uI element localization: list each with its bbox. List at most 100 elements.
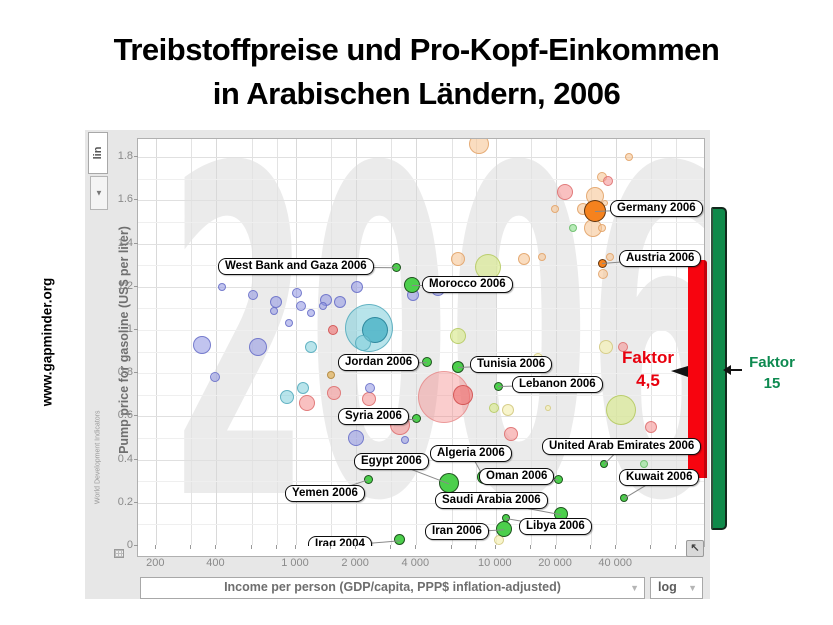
bubble-pink[interactable] [644, 421, 657, 434]
x-tick-mark [294, 545, 296, 549]
gridline-horizontal [138, 329, 704, 331]
bubble-blue[interactable] [218, 282, 227, 291]
bubble-tan[interactable] [327, 371, 336, 380]
country-bubble-iran-2006[interactable] [496, 520, 513, 537]
bubble-blue[interactable] [248, 290, 259, 301]
country-bubble-yemen-2006[interactable] [363, 474, 373, 484]
gridline-horizontal [138, 157, 704, 159]
y-tick-mark [134, 199, 138, 201]
bubble-peach[interactable] [468, 139, 489, 155]
country-bubble-iraq-2004[interactable] [394, 534, 406, 546]
y-axis-dropdown-button[interactable]: ▼ [90, 176, 108, 210]
country-label[interactable]: Germany 2006 [610, 200, 703, 217]
bubble-teal[interactable] [296, 382, 309, 395]
bubble-blue[interactable] [285, 319, 294, 328]
country-label[interactable]: Jordan 2006 [338, 354, 420, 371]
x-tick-mark [355, 545, 357, 549]
bubble-blue[interactable] [295, 301, 306, 312]
bubble-blue[interactable] [319, 302, 328, 311]
bubble-peach[interactable] [606, 252, 615, 261]
gridline-vertical-major [556, 139, 558, 546]
bubble-peach[interactable] [517, 252, 530, 265]
x-tick-mark [275, 545, 277, 549]
bubble-pink[interactable] [617, 342, 628, 353]
country-label[interactable]: Libya 2006 [519, 518, 592, 535]
bubble-teal[interactable] [280, 389, 295, 404]
y-tick-mark [134, 285, 138, 287]
bubble-blue[interactable] [307, 308, 316, 317]
x-axis-title: Income per person (GDP/capita, PPP$ infl… [224, 580, 561, 594]
country-label[interactable]: Austria 2006 [619, 250, 702, 267]
country-label[interactable]: Oman 2006 [479, 468, 555, 485]
country-label[interactable]: Kuwait 2006 [619, 469, 700, 486]
bubble-lightgreen[interactable] [639, 459, 648, 468]
bubble-yellowGreen[interactable] [488, 402, 499, 413]
bubble-blue[interactable] [249, 338, 268, 357]
gridline-vertical-major [295, 139, 297, 546]
plot-area[interactable]: 2006 Germany 2006 Austria 2006 West Bank a… [137, 138, 705, 547]
x-axis-title-dropdown[interactable]: Income per person (GDP/capita, PPP$ infl… [140, 577, 645, 599]
bubble-blue[interactable] [270, 306, 279, 315]
bubble-pink[interactable] [327, 385, 342, 400]
y-tick-label: 0.4 [117, 452, 133, 465]
resize-icon[interactable]: ↖ [686, 540, 704, 557]
country-label[interactable]: Morocco 2006 [422, 276, 513, 293]
bubble-yellowGreen[interactable] [606, 394, 637, 425]
bubble-blue[interactable] [333, 295, 346, 308]
gridline-horizontal [138, 221, 704, 223]
bubble-blue[interactable] [348, 429, 365, 446]
bubble-teal[interactable] [305, 341, 318, 354]
bubble-teal[interactable] [355, 334, 372, 351]
country-label[interactable]: Egypt 2006 [354, 453, 429, 470]
y-scale-selector[interactable]: lin [88, 132, 108, 174]
gridline-horizontal [138, 373, 704, 375]
bubble-pink[interactable] [299, 395, 316, 412]
chevron-down-icon: ▼ [688, 583, 697, 593]
country-label[interactable]: Algeria 2006 [430, 445, 512, 462]
factor-4-5-label: Faktor 4,5 [622, 348, 674, 390]
bubble-pink[interactable] [603, 175, 613, 186]
country-label[interactable]: Syria 2006 [338, 408, 409, 425]
x-scale-dropdown[interactable]: log ▼ [650, 577, 703, 599]
gridline-horizontal [138, 308, 704, 310]
bubble-blue[interactable] [193, 336, 212, 355]
x-tick-mark [650, 545, 652, 549]
x-tick-label: 200 [146, 557, 165, 569]
bubble-red[interactable] [453, 384, 474, 405]
page-title-line2: in Arabischen Ländern, 2006 [212, 76, 621, 111]
country-label[interactable]: Iraq 2004 [308, 536, 372, 546]
country-label[interactable]: Saudi Arabia 2006 [435, 492, 548, 509]
country-label[interactable]: West Bank and Gaza 2006 [218, 258, 374, 275]
x-tick-mark [615, 545, 617, 549]
bubble-blue[interactable] [292, 288, 303, 299]
bubble-paleYellow[interactable] [502, 403, 515, 416]
x-tick-mark [330, 545, 332, 549]
bubble-peach[interactable] [450, 251, 465, 266]
bubble-pink[interactable] [503, 426, 518, 441]
bubble-peach[interactable] [624, 153, 633, 162]
country-label[interactable]: Tunisia 2006 [470, 356, 553, 373]
bubble-pink[interactable] [557, 183, 574, 200]
bubble-yellowGreen[interactable] [450, 328, 467, 345]
x-tick-mark [590, 545, 592, 549]
gridline-horizontal [138, 351, 704, 353]
country-label[interactable]: Iran 2006 [425, 523, 489, 540]
bubble-red[interactable] [327, 324, 338, 335]
gapminder-chart-widget: lin ▼ Pump price for gasoline (US$ per l… [85, 130, 710, 599]
bubble-blue[interactable] [364, 383, 375, 394]
country-label[interactable]: United Arab Emirates 2006 [542, 438, 702, 455]
bubble-peach[interactable] [551, 204, 560, 213]
country-label[interactable]: Lebanon 2006 [512, 376, 603, 393]
bubble-paleYellow[interactable] [545, 404, 552, 411]
bubble-peach[interactable] [538, 252, 547, 261]
country-label[interactable]: Yemen 2006 [285, 485, 365, 502]
bubble-peach[interactable] [598, 268, 609, 279]
x-tick-mark [390, 545, 392, 549]
bubble-blue[interactable] [210, 372, 221, 383]
x-tick-mark [530, 545, 532, 549]
bubble-peach[interactable] [598, 224, 607, 233]
bubble-blue[interactable] [400, 436, 409, 445]
bubble-blue[interactable] [351, 280, 364, 293]
bubble-paleYellow[interactable] [599, 340, 614, 355]
bubble-lightgreen[interactable] [568, 224, 577, 233]
